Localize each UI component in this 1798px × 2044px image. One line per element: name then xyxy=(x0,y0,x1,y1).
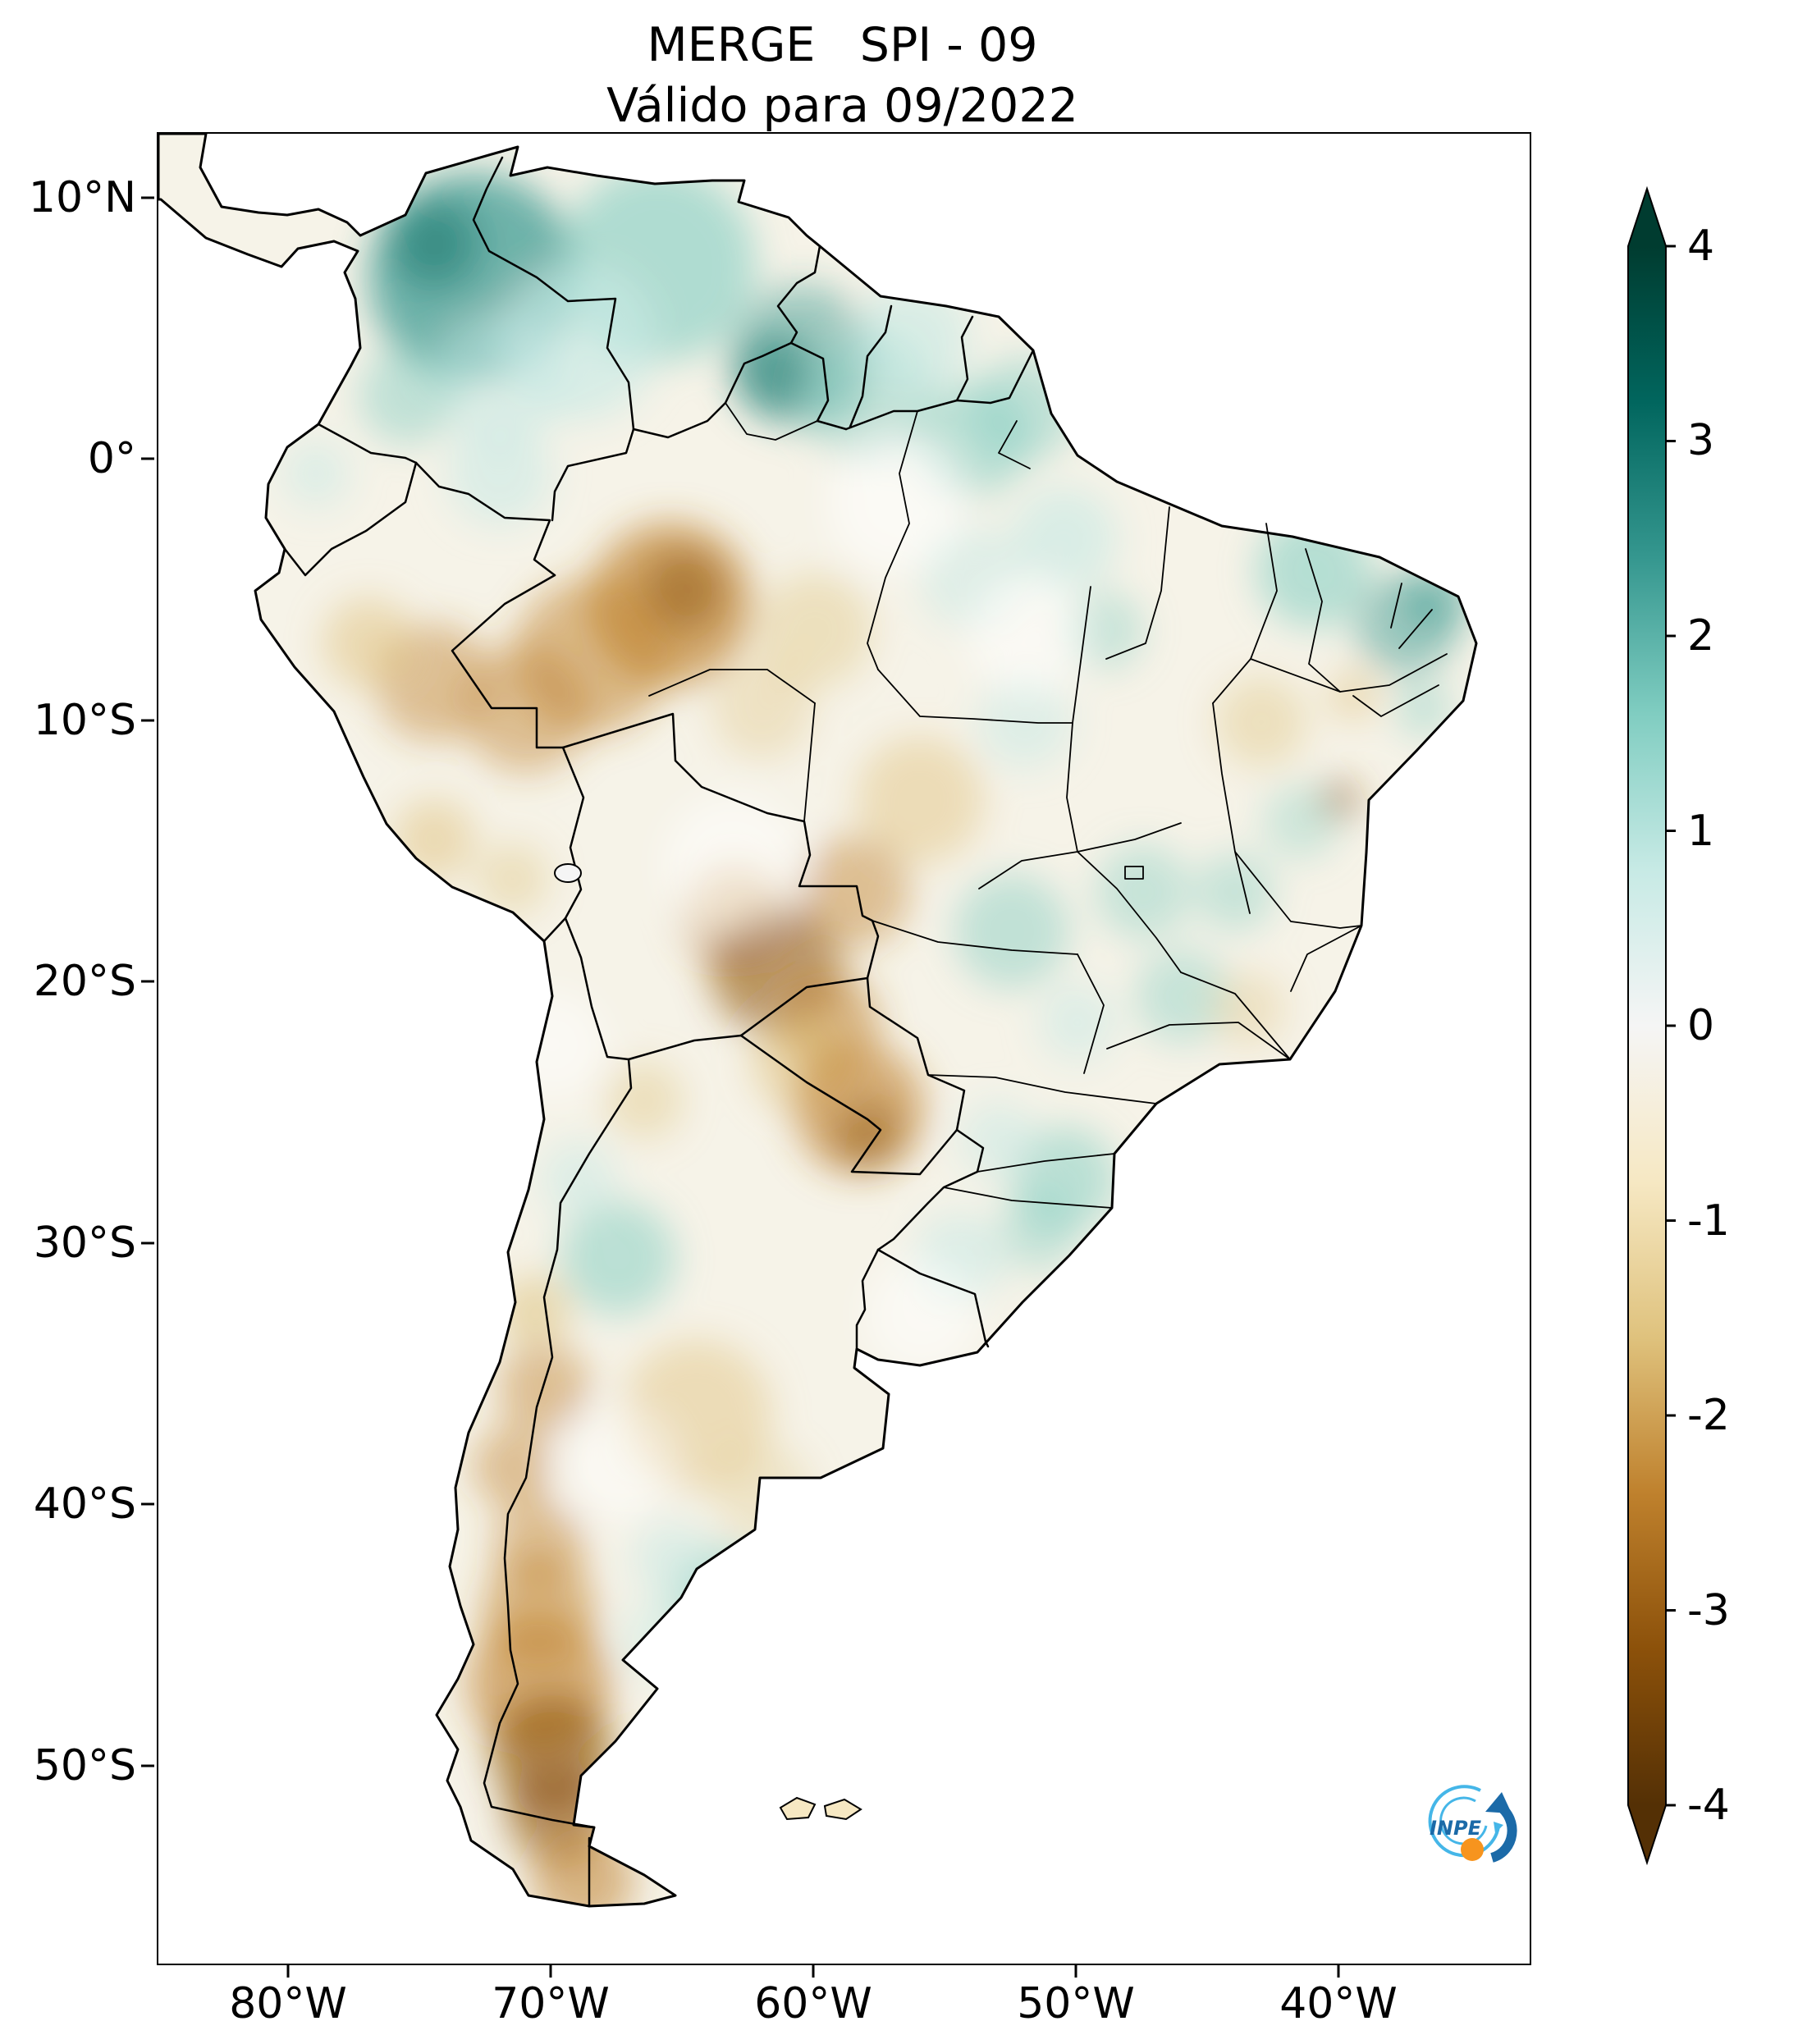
x-tick-mark xyxy=(286,1964,290,1978)
y-tick-mark xyxy=(141,980,154,983)
country-borders xyxy=(283,156,1035,1908)
y-tick-mark xyxy=(141,719,154,722)
colorbar-tick-label: 4 xyxy=(1687,222,1715,271)
inpe-logo-text: INPE xyxy=(1430,1817,1482,1840)
colorbar-tick-label: 3 xyxy=(1687,416,1715,465)
y-tick-mark xyxy=(141,1764,154,1767)
colorbar-tick-label: -1 xyxy=(1687,1196,1730,1246)
y-tick-mark xyxy=(141,196,154,199)
x-tick-mark xyxy=(1074,1964,1077,1978)
south-america-map xyxy=(158,134,1478,1908)
x-tick-label: 60°W xyxy=(754,1979,872,2028)
y-tick-label: 50°S xyxy=(33,1741,136,1790)
colorbar-tick-label: 2 xyxy=(1687,611,1715,661)
y-tick-mark xyxy=(141,1502,154,1506)
colorbar-tick-label: -2 xyxy=(1687,1391,1730,1440)
colorbar-tick-marks xyxy=(1666,245,1676,1807)
map-plot-area xyxy=(157,132,1531,1965)
figure-title: MERGE SPI - 09 Válido para 09/2022 xyxy=(157,15,1528,136)
falkland-islands xyxy=(779,1796,862,1821)
x-tick-mark xyxy=(549,1964,552,1978)
y-tick-label: 0° xyxy=(87,434,136,483)
colorbar-tick-label: -3 xyxy=(1687,1586,1730,1635)
x-tick-mark xyxy=(812,1964,815,1978)
state-borders xyxy=(648,402,1448,1209)
colorbar-tick-label: 0 xyxy=(1687,1001,1715,1050)
y-tick-label: 40°S xyxy=(33,1479,136,1529)
x-tick-label: 70°W xyxy=(492,1979,610,2028)
page-subtitle: Válido para 09/2022 xyxy=(606,79,1078,134)
x-tick-label: 80°W xyxy=(229,1979,347,2028)
x-tick-label: 40°W xyxy=(1279,1979,1398,2028)
y-tick-label: 10°S xyxy=(33,696,136,745)
y-tick-label: 30°S xyxy=(33,1219,136,1268)
colorbar-gradient xyxy=(1627,185,1667,1866)
y-tick-mark xyxy=(141,1241,154,1245)
colorbar-tick-label: -4 xyxy=(1687,1781,1730,1830)
inpe-logo-arrow-icon xyxy=(1485,1792,1517,1863)
y-tick-label: 20°S xyxy=(33,957,136,1006)
colorbar-tick-label: 1 xyxy=(1687,807,1715,856)
inpe-logo-orange-ball xyxy=(1461,1838,1484,1861)
y-tick-label: 10°N xyxy=(28,173,136,222)
inpe-logo: INPE xyxy=(1428,1785,1517,1863)
page-title: MERGE SPI - 09 xyxy=(647,18,1038,72)
x-tick-mark xyxy=(1337,1964,1340,1978)
lake-titicaca xyxy=(554,863,582,883)
colorbar xyxy=(1627,185,1676,1866)
x-tick-label: 50°W xyxy=(1017,1979,1135,2028)
spi-anomaly-field xyxy=(281,166,1471,1906)
y-tick-mark xyxy=(141,457,154,460)
